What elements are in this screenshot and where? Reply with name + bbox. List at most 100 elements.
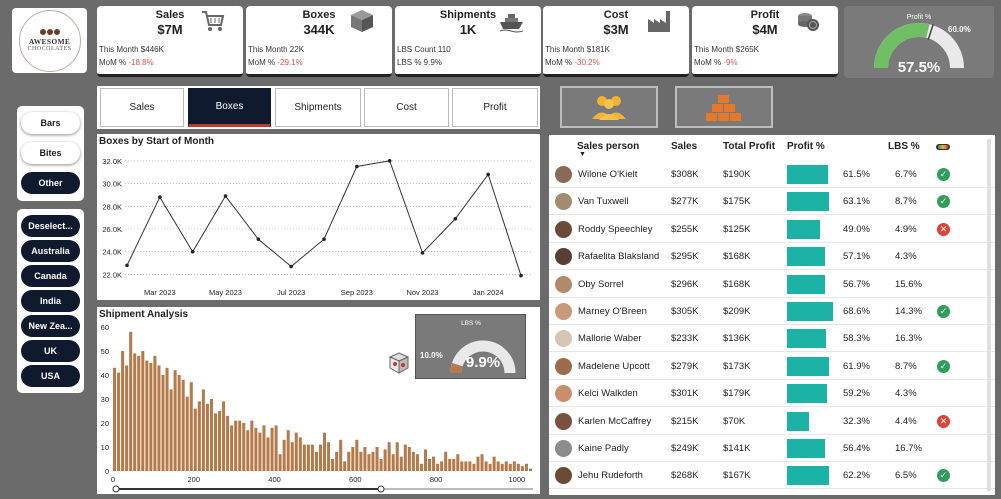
- profit-pct-bar: [787, 439, 825, 458]
- histogram-bar: [448, 459, 452, 471]
- check-icon: ✓: [937, 359, 950, 373]
- histogram-bar: [286, 430, 290, 471]
- profit-gauge-target: 60.0%: [948, 25, 971, 34]
- tab-cost[interactable]: Cost: [364, 88, 449, 127]
- lbs-pct-value: 6.7%: [895, 169, 917, 180]
- column-header[interactable]: LBS %: [888, 141, 920, 152]
- tab-shipments[interactable]: Shipments: [275, 88, 361, 127]
- lbs-pct-value: 14.3%: [895, 306, 922, 317]
- country-filter-item[interactable]: Canada: [21, 265, 80, 287]
- country-filter-item[interactable]: UK: [21, 340, 80, 362]
- product-filter-other[interactable]: Other: [21, 172, 80, 194]
- histogram-bar: [440, 461, 444, 471]
- boxes-stack-icon: [706, 95, 741, 121]
- profit-gauge: Profit % 60.0% 57.5%: [874, 14, 971, 76]
- lbs-gauge-label: 10.0%: [420, 351, 443, 360]
- kpi-this-month: This Month $446K: [99, 45, 164, 54]
- histogram-bar: [528, 468, 532, 471]
- profit-gauge-value: 57.5%: [898, 59, 941, 76]
- country-filter-item[interactable]: New Zea...: [21, 315, 80, 337]
- table-row[interactable]: Madelene Upcott $279K $173K 61.9% 8.7% ✓: [549, 353, 995, 380]
- column-header[interactable]: Profit %: [787, 141, 825, 152]
- avatar: [555, 467, 572, 485]
- table-row[interactable]: Jehu Rudeforth $268K $167K 62.2% 6.5% ✓: [549, 462, 995, 490]
- tab-boxes[interactable]: Boxes: [188, 88, 271, 127]
- histogram-bar: [436, 463, 440, 471]
- histogram-bar: [476, 456, 480, 471]
- histogram-bar: [173, 370, 177, 471]
- table-row[interactable]: Kelci Walkden $301K $179K 59.2% 4.3%: [549, 380, 995, 408]
- column-header[interactable]: Total Profit: [723, 141, 776, 152]
- x-tick-label: Mar 2023: [144, 288, 176, 297]
- kpi-mom: MoM % -18.8%: [99, 58, 154, 67]
- country-filter-item[interactable]: India: [21, 290, 80, 312]
- lbs-gauge: LBS % 10.0% 9.9%: [420, 320, 516, 374]
- column-header[interactable]: Sales: [671, 141, 698, 152]
- column-header[interactable]: Sales person: [577, 141, 640, 152]
- histogram-bar: [161, 375, 165, 471]
- profit-pct-value: 62.2%: [843, 470, 870, 482]
- y-tick-label: 28.0K: [102, 202, 122, 211]
- sales-value: $308K: [671, 169, 699, 180]
- sales-value: $233K: [671, 333, 699, 345]
- profit-pct-bar: [787, 384, 827, 404]
- histogram-bar: [181, 379, 185, 471]
- histogram-bar: [302, 444, 306, 471]
- table-row[interactable]: Roddy Speechley $255K $125K 49.0% 4.9% ✕: [549, 216, 995, 243]
- table-row[interactable]: Mallorie Waber $233K $136K 58.3% 16.3%: [549, 325, 995, 353]
- histogram-bar: [306, 444, 310, 471]
- table-row[interactable]: Van Tuxwell $277K $175K 63.1% 8.7% ✓: [549, 188, 995, 216]
- product-filter-bites[interactable]: Bites: [21, 142, 80, 164]
- range-slider-start-handle[interactable]: [112, 485, 120, 493]
- product-filter-bars[interactable]: Bars: [21, 112, 80, 134]
- y-tick-label: 30.0K: [102, 180, 122, 189]
- line-point: [125, 263, 129, 268]
- histogram-bar: [230, 425, 234, 471]
- line-series: [126, 160, 522, 276]
- histogram-bar: [165, 367, 169, 471]
- histogram-bar: [318, 444, 323, 471]
- y-tick-label: 22.0K: [102, 270, 122, 279]
- histogram-bar: [379, 459, 383, 471]
- sales-value: $279K: [671, 360, 699, 372]
- table-row[interactable]: Kaine Padly $249K $141K 56.4% 16.7%: [549, 435, 995, 462]
- total-profit-value: $179K: [723, 388, 751, 400]
- sort-desc-icon[interactable]: ▼: [579, 151, 586, 158]
- y-tick-label: 30: [101, 395, 109, 404]
- sales-value: $295K: [671, 251, 699, 263]
- tab-sales[interactable]: Sales: [100, 88, 184, 127]
- boxes-view-button[interactable]: [675, 86, 773, 128]
- histogram-bar: [407, 447, 411, 471]
- table-row[interactable]: Marney O'Breen $305K $209K 68.6% 14.3% ✓: [549, 298, 995, 325]
- sales-value: $296K: [671, 278, 699, 290]
- histogram-bar: [335, 451, 339, 471]
- country-filter-item[interactable]: Australia: [21, 240, 80, 262]
- histogram-bar: [177, 375, 181, 471]
- tab-profit[interactable]: Profit: [452, 88, 538, 127]
- table-scrollbar[interactable]: [987, 139, 991, 491]
- profit-pct-bar: [787, 247, 826, 267]
- histogram-bar: [347, 451, 351, 471]
- histogram-bar: [137, 355, 141, 471]
- kpi-card-cost: Cost $3M This Month $181K MoM % -30.2%: [543, 6, 689, 77]
- table-row[interactable]: Wilone O'Kielt $308K $190K 61.5% 6.7% ✓: [549, 161, 995, 188]
- people-view-button[interactable]: [560, 86, 658, 128]
- profit-pct-bar: [787, 165, 829, 184]
- kpi-mom-value: -29.1%: [277, 58, 303, 67]
- country-filter-item[interactable]: Deselect...: [21, 215, 80, 237]
- profit-pct-bar: [787, 356, 829, 376]
- y-tick-label: 0: [105, 467, 109, 476]
- table-row[interactable]: Karlen McCaffrey $215K $70K 32.3% 4.4% ✕: [549, 408, 995, 435]
- table-row[interactable]: Oby Sorrel $296K $168K 56.7% 15.6%: [549, 271, 995, 298]
- table-row[interactable]: Rafaelita Blaksland $295K $168K 57.1% 4.3%: [549, 243, 995, 271]
- boxes-line-chart: 32.0K 30.0K 28.0K 26.0K 24.0K 22.0K Mar 2023 Ma…: [102, 157, 533, 297]
- histogram-bar: [157, 365, 161, 471]
- country-filter-item[interactable]: USA: [21, 365, 80, 387]
- total-profit-value: $175K: [723, 196, 751, 208]
- histogram-bar: [201, 389, 205, 471]
- range-slider-end-handle[interactable]: [377, 485, 385, 493]
- avatar: [555, 193, 572, 211]
- histogram-bar: [480, 454, 484, 471]
- histogram-bar: [153, 355, 157, 471]
